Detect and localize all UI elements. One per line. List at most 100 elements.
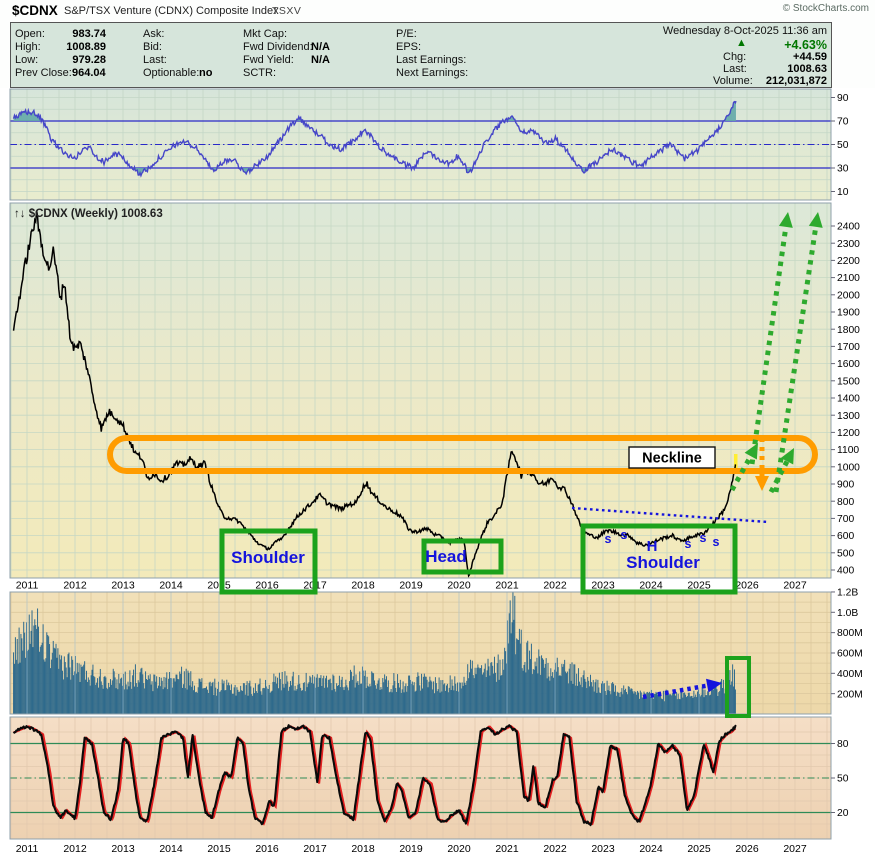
rsi-axis-label: 50 <box>837 140 849 151</box>
eps-label: EPS: <box>396 41 422 53</box>
optionable-label: Optionable: <box>143 67 200 79</box>
quote-datetime: Wednesday 8-Oct-2025 11:36 am <box>662 25 827 37</box>
left-shoulder-label: Shoulder <box>231 548 305 567</box>
x-axis-year-label: 2026 <box>735 843 759 855</box>
price-axis-label: 1700 <box>837 342 860 353</box>
x-axis-year-label: 2016 <box>255 843 279 855</box>
volume-axis-label: 600M <box>837 649 863 660</box>
change-pct-value: +4.63% <box>784 38 827 52</box>
x-axis-year-label: 2023 <box>591 580 615 592</box>
price-line <box>12 210 737 578</box>
x-axis-year-label: 2014 <box>159 580 183 592</box>
high-label: High: <box>15 41 41 53</box>
green-arrow-1 <box>749 221 790 465</box>
low-label: Low: <box>15 54 39 66</box>
x-axis-year-label: 2023 <box>591 843 615 855</box>
pattern-letter-5: s <box>700 531 707 545</box>
main-chart-label: ↑↓ $CDNX (Weekly) 1008.63 <box>14 208 163 220</box>
rsi-axis-label: 70 <box>837 117 849 128</box>
volume-axis-label: 200M <box>837 689 863 700</box>
green-arrow-3-head <box>744 443 758 460</box>
x-axis-year-label: 2027 <box>783 843 807 855</box>
rsi-axis-label: 90 <box>837 93 849 104</box>
fwd-dividend-label: Fwd Dividend: <box>243 41 313 53</box>
neckline-label: Neckline <box>642 451 702 467</box>
head-label: Head <box>425 547 467 566</box>
volume-axis-label: 800M <box>837 628 863 639</box>
x-axis-year-label: 2013 <box>111 843 135 855</box>
quote-box: Open: 983.74 High: 1008.89 Low: 979.28 P… <box>10 22 832 88</box>
volume-value: 212,031,872 <box>765 75 827 87</box>
copyright: © StockCharts.com <box>782 3 869 14</box>
x-axis-year-label: 2014 <box>159 843 183 855</box>
left-shoulder-box <box>219 528 318 595</box>
fwd-dividend-value: N/A <box>311 41 330 53</box>
green-arrow-2-head <box>808 212 823 228</box>
right-shoulder-box <box>580 523 738 595</box>
x-axis-year-label: 2015 <box>207 843 231 855</box>
x-axis-year-label: 2016 <box>255 580 279 592</box>
x-axis-year-label: 2017 <box>303 843 327 855</box>
price-axis-label: 400 <box>837 566 854 577</box>
oscillator-line <box>12 724 737 827</box>
x-axis-year-label: 2027 <box>783 580 807 592</box>
volume-spike-box <box>725 656 751 718</box>
title-bar: $CDNX S&P/TSX Venture (CDNX) Composite I… <box>0 0 875 22</box>
ask-label: Ask: <box>143 28 165 40</box>
last-price-value: 1008.63 <box>787 63 827 75</box>
pattern-letter-3: H <box>647 538 658 555</box>
optionable-value: no <box>199 67 213 79</box>
neckline-oval <box>107 435 818 474</box>
right-shoulder-label: Shoulder <box>626 553 700 572</box>
green-arrow-1-head <box>778 212 793 228</box>
volume-label: Volume: <box>713 75 753 87</box>
price-axis-label: 1600 <box>837 359 860 370</box>
x-axis-year-label: 2018 <box>351 843 375 855</box>
pattern-letter-4: s <box>685 537 692 551</box>
price-axis-label: 1000 <box>837 462 860 473</box>
last-price-label: Last: <box>723 63 747 75</box>
volume-blue-arrow-head <box>706 678 722 693</box>
x-axis-year-label: 2024 <box>639 843 663 855</box>
green-arrow-3 <box>729 450 756 492</box>
volume-axis-label: 1.0B <box>837 608 858 619</box>
rsi-axis-label: 10 <box>837 187 849 198</box>
price-axis-label: 1200 <box>837 428 860 439</box>
sctr-label: SCTR: <box>243 67 276 79</box>
price-axis-label: 700 <box>837 514 854 525</box>
price-axis-label: 1800 <box>837 325 860 336</box>
x-axis-year-label: 2021 <box>495 580 519 592</box>
price-axis-label: 2200 <box>837 256 860 267</box>
price-axis-label: 500 <box>837 548 854 559</box>
x-axis-year-label: 2018 <box>351 580 375 592</box>
x-axis-year-label: 2021 <box>495 843 519 855</box>
open-value: 983.74 <box>72 28 106 40</box>
green-arrow-4-head <box>780 448 794 465</box>
pattern-letter-1: s <box>605 532 612 546</box>
x-axis-year-label: 2019 <box>399 843 423 855</box>
x-axis-year-label: 2015 <box>207 580 231 592</box>
mkt-cap-label: Mkt Cap: <box>243 28 288 40</box>
orange-down-arrow-head <box>755 476 769 491</box>
exchange: TSXV <box>272 5 302 17</box>
bid-label: Bid: <box>143 41 162 53</box>
osc-axis-label: 50 <box>837 774 849 785</box>
price-axis-label: 1900 <box>837 308 860 319</box>
x-axis-year-label: 2012 <box>63 580 87 592</box>
osc-axis-label: 80 <box>837 739 849 750</box>
symbol-name: S&P/TSX Venture (CDNX) Composite Index <box>64 5 279 17</box>
fwd-yield-label: Fwd Yield: <box>243 54 294 66</box>
green-arrow-4 <box>768 455 792 494</box>
x-axis-year-label: 2026 <box>735 580 759 592</box>
pe-label: P/E: <box>396 28 417 40</box>
prev-close-label: Prev Close: <box>15 67 72 79</box>
last-bar-highlight <box>734 454 738 468</box>
price-panel-bg <box>10 203 831 578</box>
pattern-letter-2: s <box>621 528 628 542</box>
open-label: Open: <box>15 28 45 40</box>
last-label: Last: <box>143 54 167 66</box>
x-axis-year-label: 2011 <box>16 580 39 592</box>
price-axis-label: 1100 <box>837 445 859 456</box>
x-axis-year-label: 2022 <box>543 843 567 855</box>
